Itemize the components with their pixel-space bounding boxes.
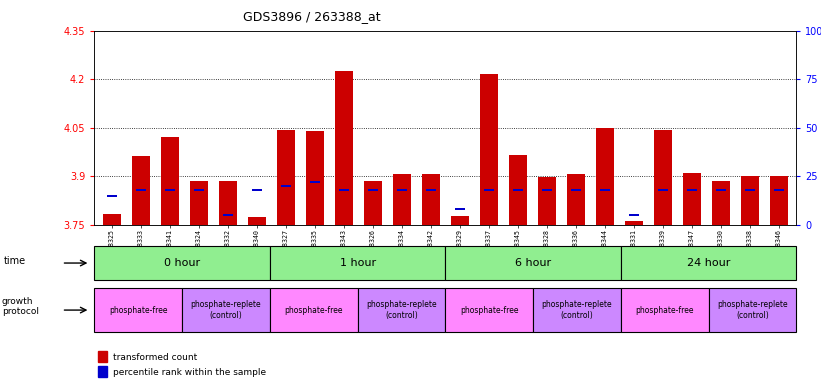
Bar [248, 217, 265, 225]
Bar [223, 214, 232, 216]
Bar [626, 221, 643, 225]
Bar [190, 181, 208, 225]
Bar [774, 189, 784, 191]
Bar [484, 189, 493, 191]
Bar [539, 177, 556, 225]
Bar [277, 130, 295, 225]
Bar [741, 176, 759, 225]
Text: growth
protocol: growth protocol [2, 296, 39, 316]
Bar [713, 181, 730, 225]
Bar [509, 155, 526, 225]
Text: transformed count: transformed count [112, 353, 197, 361]
Bar [397, 189, 406, 191]
Bar [339, 189, 349, 191]
Text: phosphate-free: phosphate-free [285, 306, 343, 314]
Text: phosphate-replete
(control): phosphate-replete (control) [542, 300, 612, 320]
Text: 1 hour: 1 hour [340, 258, 376, 268]
Bar [270, 288, 358, 332]
Bar [94, 246, 270, 280]
Bar [770, 176, 787, 225]
Bar [393, 174, 410, 225]
Bar [600, 189, 610, 191]
Text: time: time [4, 256, 26, 266]
Bar [621, 246, 796, 280]
Bar [165, 189, 175, 191]
Bar [107, 195, 117, 197]
Bar [161, 137, 178, 225]
Bar [132, 156, 149, 225]
Text: phosphate-free: phosphate-free [460, 306, 519, 314]
Bar [358, 288, 445, 332]
Bar [446, 288, 533, 332]
Bar [716, 189, 726, 191]
Bar [455, 208, 465, 210]
Bar [365, 181, 382, 225]
Bar [683, 173, 700, 225]
Bar [452, 216, 469, 225]
Bar [306, 131, 323, 225]
Bar [335, 71, 352, 225]
Bar [103, 214, 121, 225]
Text: phosphate-replete
(control): phosphate-replete (control) [190, 300, 261, 320]
Bar [513, 189, 523, 191]
Bar [687, 189, 697, 191]
Bar [219, 181, 236, 225]
Bar [629, 214, 639, 216]
Text: 0 hour: 0 hour [164, 258, 200, 268]
Bar [658, 189, 667, 191]
Text: phosphate-free: phosphate-free [635, 306, 694, 314]
Text: phosphate-replete
(control): phosphate-replete (control) [366, 300, 437, 320]
Bar [533, 288, 621, 332]
Bar [571, 189, 580, 191]
Bar [446, 246, 621, 280]
Bar [567, 174, 585, 225]
Bar [368, 189, 378, 191]
Text: percentile rank within the sample: percentile rank within the sample [112, 368, 266, 377]
Bar [480, 74, 498, 225]
Bar [745, 189, 754, 191]
Bar [136, 189, 145, 191]
Bar [709, 288, 796, 332]
Bar [422, 174, 439, 225]
Bar [426, 189, 436, 191]
Text: 6 hour: 6 hour [515, 258, 551, 268]
Text: phosphate-replete
(control): phosphate-replete (control) [718, 300, 788, 320]
Bar [194, 189, 204, 191]
Text: 24 hour: 24 hour [687, 258, 731, 268]
Bar [99, 351, 107, 362]
Bar [270, 246, 446, 280]
Text: phosphate-free: phosphate-free [109, 306, 167, 314]
Bar [99, 366, 107, 377]
Bar [94, 288, 182, 332]
Bar [654, 130, 672, 225]
Bar [182, 288, 270, 332]
Bar [310, 181, 319, 183]
Bar [596, 128, 613, 225]
Text: GDS3896 / 263388_at: GDS3896 / 263388_at [243, 10, 381, 23]
Bar [252, 189, 262, 191]
Bar [542, 189, 552, 191]
Bar [621, 288, 709, 332]
Bar [281, 185, 291, 187]
